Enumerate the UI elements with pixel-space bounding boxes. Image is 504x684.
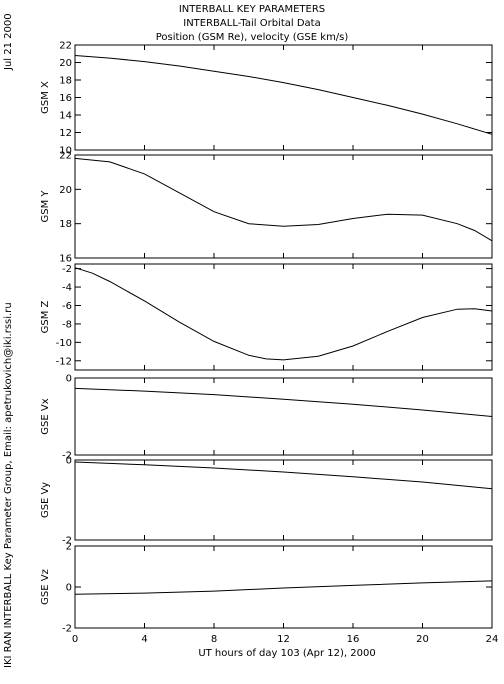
y-tick-label-gse-vz: 0 <box>66 583 72 594</box>
chart-title: INTERBALL KEY PARAMETERS <box>178 4 326 15</box>
y-tick-label-gsm-z: -10 <box>56 338 72 349</box>
panel-frame-gse-vz <box>74 545 493 629</box>
y-axis-label-gsm-x: GSM X <box>40 81 51 114</box>
y-axis-label-gsm-z: GSM Z <box>40 300 51 333</box>
y-tick-label-gsm-x: 10 <box>59 146 72 157</box>
y-tick-label-gsm-x: 16 <box>59 93 72 104</box>
y-tick-label-gsm-y: 18 <box>59 219 72 230</box>
panel-frame-gse-vx <box>74 377 493 456</box>
x-tick-label: 4 <box>141 634 147 645</box>
y-tick-label-gsm-z: -12 <box>56 356 72 367</box>
series-line-gsm-x <box>74 55 493 135</box>
series-line-gsm-y <box>74 157 493 242</box>
x-axis-label: UT hours of day 103 (Apr 12), 2000 <box>198 648 376 659</box>
y-tick-label-gsm-z: -8 <box>62 319 72 330</box>
panel-frame-gsm-y <box>74 154 493 259</box>
series-line-gse-vx <box>74 387 493 417</box>
x-tick-label: 0 <box>72 634 78 645</box>
x-tick-label: 12 <box>277 634 290 645</box>
y-tick-label-gse-vz: -2 <box>62 624 72 635</box>
panel-frame-gsm-z <box>74 263 493 371</box>
y-tick-label-gse-vx: 0 <box>66 374 72 385</box>
y-axis-label-gse-vx: GSE Vx <box>40 398 51 434</box>
y-axis-label-gse-vy: GSE Vy <box>40 482 51 518</box>
y-tick-label-gsm-y: 22 <box>59 151 72 162</box>
y-tick-label-gsm-x: 12 <box>59 128 72 139</box>
y-tick-label-gsm-x: 20 <box>59 58 72 69</box>
x-tick-label: 8 <box>211 634 217 645</box>
y-tick-label-gsm-x: 22 <box>59 41 72 52</box>
series-line-gsm-z <box>74 267 493 361</box>
y-tick-label-gse-vy: 0 <box>66 456 72 467</box>
y-tick-label-gse-vx: -2 <box>62 451 72 462</box>
series-line-gse-vy <box>74 461 493 490</box>
y-tick-label-gsm-z: -6 <box>62 301 72 312</box>
y-tick-label-gsm-y: 16 <box>59 254 72 265</box>
chart-subtitle-units: Position (GSM Re), velocity (GSE km/s) <box>155 32 349 43</box>
y-axis-label-gse-vz: GSE Vz <box>40 569 51 605</box>
x-tick-label: 16 <box>347 634 360 645</box>
chart-subtitle: INTERBALL-Tail Orbital Data <box>183 18 321 29</box>
series-line-gse-vz <box>74 580 493 595</box>
y-tick-label-gsm-x: 18 <box>59 76 72 87</box>
y-axis-label-gsm-y: GSM Y <box>40 190 51 223</box>
y-tick-label-gsm-y: 20 <box>59 185 72 196</box>
y-tick-label-gsm-x: 14 <box>59 111 72 122</box>
y-tick-label-gse-vz: 2 <box>66 542 72 553</box>
y-tick-label-gse-vy: -2 <box>62 536 72 547</box>
y-tick-label-gsm-z: -4 <box>62 283 72 294</box>
y-tick-label-gsm-z: -2 <box>62 264 72 275</box>
x-tick-label: 20 <box>416 634 429 645</box>
x-tick-label: 24 <box>486 634 499 645</box>
